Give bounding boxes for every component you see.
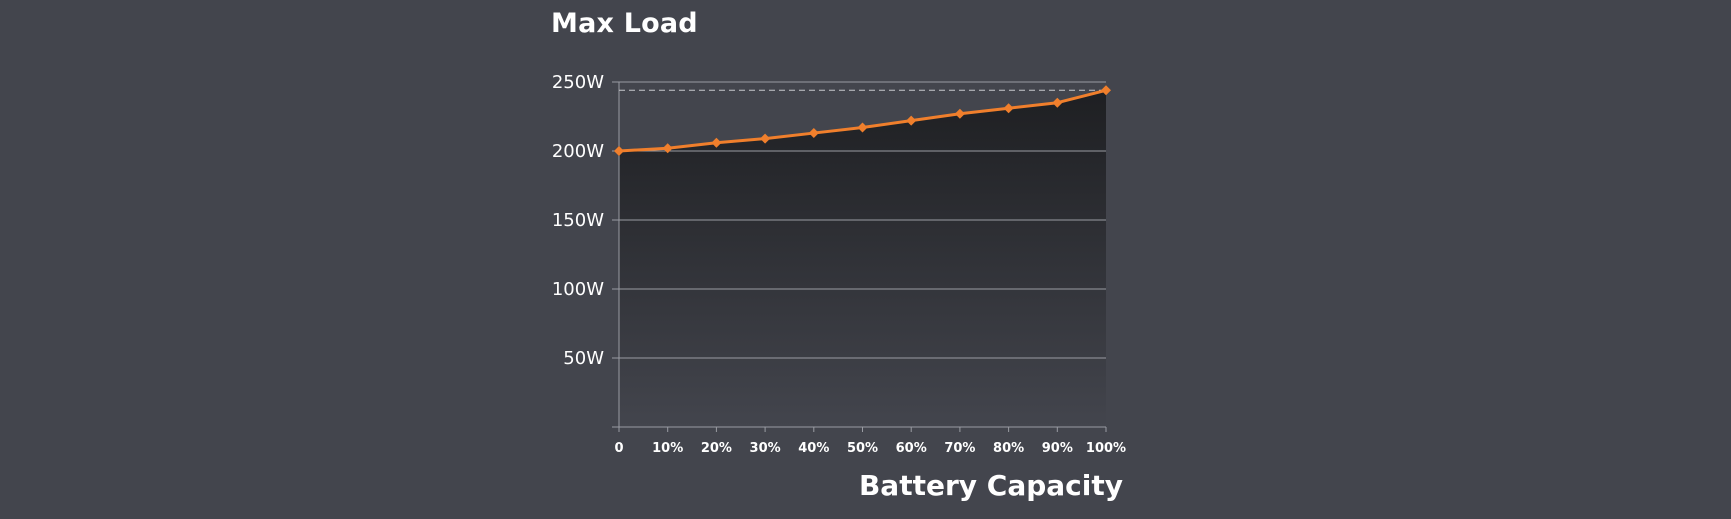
data-point xyxy=(1101,85,1111,96)
data-point xyxy=(614,146,624,156)
x-tick-label: 0 xyxy=(614,441,623,456)
data-point xyxy=(857,122,868,133)
data-point xyxy=(662,143,673,154)
x-tick-label: 10% xyxy=(652,441,683,456)
chart-title: Max Load xyxy=(551,8,698,39)
x-tick-label: 40% xyxy=(798,441,829,456)
x-tick-label: 70% xyxy=(944,441,975,456)
data-point xyxy=(1052,97,1063,108)
x-tick-label: 100% xyxy=(1086,441,1126,456)
x-tick-label: 80% xyxy=(993,441,1024,456)
x-tick-label: 60% xyxy=(896,441,927,456)
grid-layer xyxy=(612,81,1106,359)
y-tick-label: 100W xyxy=(552,279,604,300)
y-tick-label: 150W xyxy=(552,210,604,231)
area-layer xyxy=(619,90,1106,427)
data-point xyxy=(954,108,965,119)
x-tick-label: 20% xyxy=(701,441,732,456)
x-axis-label: Battery Capacity xyxy=(858,469,1123,502)
data-point xyxy=(906,115,917,126)
data-point xyxy=(711,137,722,148)
marker-layer xyxy=(614,85,1111,156)
axis-layer xyxy=(612,82,1107,432)
y-tick-label: 200W xyxy=(552,141,604,162)
y-tick-labels: 50W 100W 150W 200W 250W xyxy=(552,72,604,369)
y-tick-label: 250W xyxy=(552,72,604,93)
y-tick-label: 50W xyxy=(563,348,604,369)
x-tick-labels: 0 10% 20% 30% 40% 50% 60% 70% 80% 90% 100% xyxy=(614,441,1126,456)
area-fill xyxy=(619,90,1106,427)
data-point xyxy=(1003,103,1014,114)
x-tick-label: 30% xyxy=(750,441,781,456)
x-tick-label: 50% xyxy=(847,441,878,456)
data-point xyxy=(808,128,819,139)
data-point xyxy=(760,133,771,144)
x-tick-label: 90% xyxy=(1042,441,1073,456)
